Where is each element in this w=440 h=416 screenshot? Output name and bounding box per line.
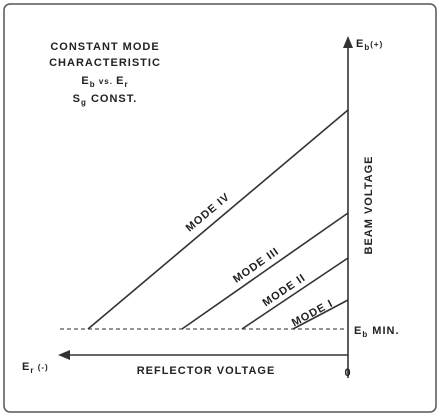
relation: Eb vs. Er — [81, 75, 128, 89]
y-axis-top: Eb(+) — [356, 38, 383, 52]
y-arrow — [343, 36, 353, 48]
y-axis-min: Eb MIN. — [354, 325, 400, 339]
x-axis-end: Er (-) — [22, 361, 49, 375]
origin: 0 — [344, 367, 351, 379]
y-axis-label: BEAM VOLTAGE — [363, 156, 375, 255]
x-axis-label: REFLECTOR VOLTAGE — [137, 365, 276, 377]
title-line: CHARACTERISTIC — [49, 57, 161, 69]
mode-line — [241, 257, 349, 330]
mode-line — [292, 299, 349, 330]
title-line: CONSTANT MODE — [50, 41, 159, 53]
mode-line — [181, 212, 349, 330]
condition: Sg CONST. — [73, 93, 138, 107]
x-arrow — [58, 350, 70, 360]
mode-line — [87, 109, 349, 330]
